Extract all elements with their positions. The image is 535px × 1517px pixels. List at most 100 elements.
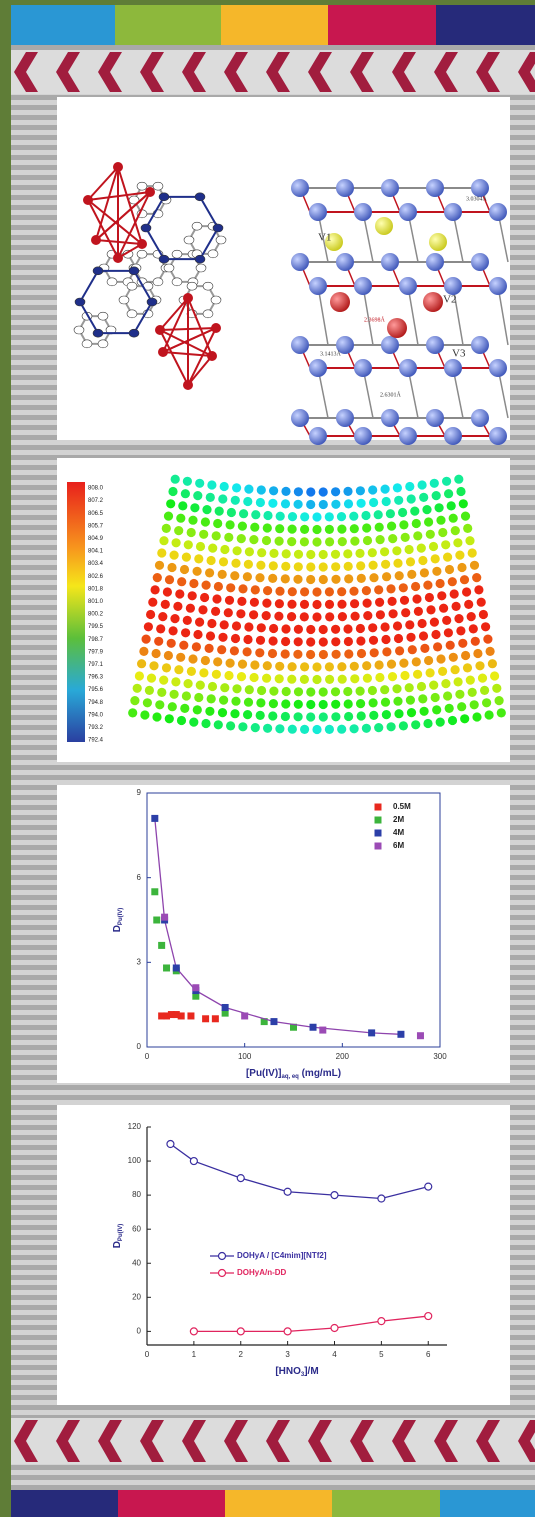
map-dot [312,587,321,596]
map-dot [243,635,252,644]
map-dot [444,489,453,498]
map-dot [231,697,240,706]
color-block [11,5,115,45]
map-dot [176,514,185,523]
map-dot [418,556,427,565]
y-tick-label: 3 [137,957,142,966]
map-dot [139,647,148,656]
map-dot [453,538,462,547]
map-dot [344,699,353,708]
map-dot [263,523,272,532]
point [190,1328,197,1335]
point [178,1012,185,1019]
map-dot [331,550,340,559]
map-dot [249,535,258,544]
map-dot [231,634,240,643]
atom [137,239,147,249]
map-dot [207,619,216,628]
distance-label: 3.0304Å [466,194,488,202]
atom [291,336,309,354]
map-dot [343,687,352,696]
atom [387,318,407,338]
map-dot [312,525,321,534]
map-dot [306,625,315,634]
map-dot [207,480,216,489]
atom [153,182,163,190]
map-dot [325,662,334,671]
label-part: D [112,1241,123,1248]
map-dot [436,654,445,663]
map-dot [206,493,215,502]
map-dot [449,653,458,662]
map-dot [201,517,210,526]
map-dot [255,573,264,582]
map-dot [257,485,266,494]
map-dot [369,711,378,720]
atom [155,325,165,335]
map-dot [319,712,328,721]
map-dot [492,684,501,693]
atom [426,179,444,197]
map-dot [174,526,183,535]
map-dot [395,646,404,655]
atom [113,253,123,263]
map-dot [152,712,161,721]
map-dot [226,583,235,592]
map-dot [281,487,290,496]
map-dot [429,681,438,690]
atom [203,310,213,318]
map-dot [439,604,448,613]
map-dot [281,499,290,508]
map-dot [368,686,377,695]
point [425,1313,432,1320]
point [161,914,168,921]
map-dot [232,483,241,492]
y-tick-label: 0 [137,1042,142,1051]
map-dot [395,571,404,580]
map-dot [455,551,464,560]
map-dot [236,609,245,618]
map-dot [343,624,352,633]
atom [129,329,139,337]
map-dot [325,512,334,521]
map-dot [220,545,229,554]
map-dot [381,560,390,569]
map-dot [418,619,427,628]
point [375,817,382,824]
colorbar-label: 800.2 [88,612,104,618]
map-dot [238,522,247,531]
map-dot [382,647,391,656]
map-dot [450,589,459,598]
map-dot [300,725,309,734]
map-dot [460,714,469,723]
map-dot [226,659,235,668]
map-dot [256,561,265,570]
map-dot [201,719,210,728]
map-dot [350,537,359,546]
map-dot [312,675,321,684]
point [375,830,382,837]
atom [471,179,489,197]
map-dot [257,623,266,632]
x-tick-label: 300 [433,1052,447,1061]
atom [291,179,309,197]
map-dot [157,548,166,557]
map-dot [319,562,328,571]
map-dot [331,487,340,496]
map-dot [344,712,353,721]
map-dot [388,672,397,681]
map-dot [419,631,428,640]
atom [91,235,101,245]
map-dot [375,660,384,669]
map-dot [381,622,390,631]
map-dot [168,487,177,496]
map-dot [306,500,315,509]
map-dot [256,711,265,720]
map-dot [188,591,197,600]
map-dot [411,720,420,729]
point [192,984,199,991]
map-dot [392,546,401,555]
map-dot [255,648,264,657]
map-dot [170,690,179,699]
map-dot [343,549,352,558]
